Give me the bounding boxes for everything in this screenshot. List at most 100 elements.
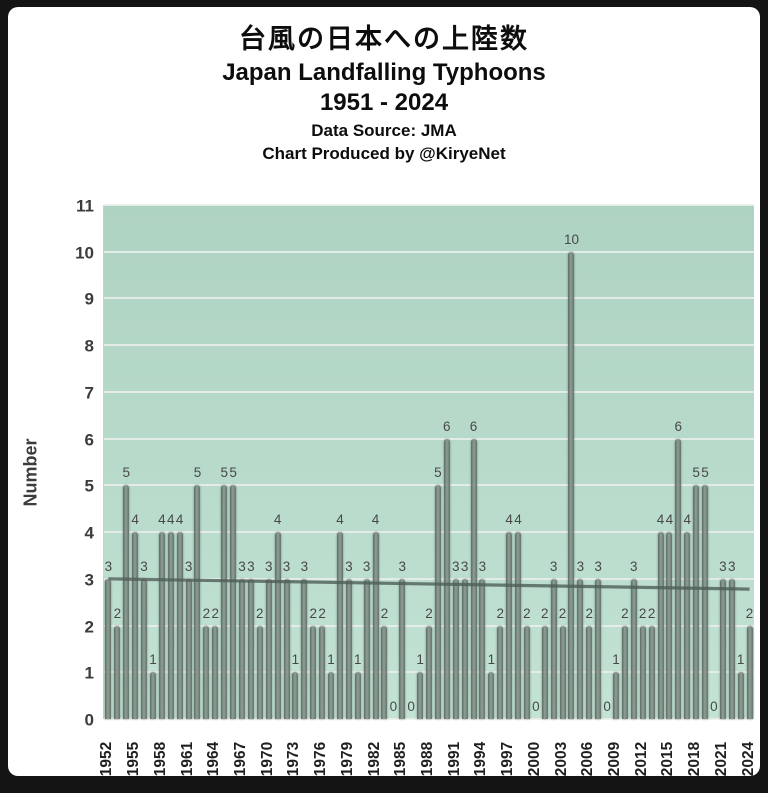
bar-2004 xyxy=(568,251,575,719)
bar-1980 xyxy=(354,672,361,719)
x-axis-tick-labels: 1952 1955 1958 1961 1964 1967 1970 1973 1976 1979… xyxy=(98,723,756,793)
bar-1983 xyxy=(381,625,388,719)
x-tick-label-2024: 2024 xyxy=(739,741,757,777)
bar-1993 xyxy=(470,438,477,719)
bar-2009 xyxy=(612,672,619,719)
bar-1981 xyxy=(363,578,370,719)
bar-value-label-2001: 2 xyxy=(540,605,549,621)
bar-1997 xyxy=(506,532,513,719)
trendline xyxy=(108,577,750,591)
x-tick-label-1997: 1997 xyxy=(499,741,517,777)
bar-value-label-1976: 2 xyxy=(318,605,326,621)
bar-value-label-1984: 0 xyxy=(389,699,398,714)
bar-1955 xyxy=(132,532,139,719)
chart-title-japanese: 台風の日本への上陸数 xyxy=(239,24,529,54)
bar-value-label-1958: 4 xyxy=(158,512,166,528)
gridline xyxy=(104,390,754,393)
x-tick-label-2003: 2003 xyxy=(552,741,570,777)
bar-1976 xyxy=(319,625,326,719)
bar-value-label-2012: 2 xyxy=(638,605,647,621)
bar-value-label-1997: 4 xyxy=(505,512,513,528)
bar-1960 xyxy=(176,532,183,719)
bar-value-label-1965: 5 xyxy=(220,465,228,481)
bar-value-label-1955: 4 xyxy=(131,512,139,528)
bar-value-label-1990: 6 xyxy=(443,418,451,434)
bar-1972 xyxy=(283,578,290,719)
bar-2012 xyxy=(639,625,646,719)
bar-value-label-1983: 2 xyxy=(380,605,389,621)
y-tick-label: 6 xyxy=(84,430,94,450)
bar-value-label-2004: 10 xyxy=(563,231,579,247)
x-tick-label-1973: 1973 xyxy=(285,741,303,777)
bar-1991 xyxy=(452,578,459,719)
bar-1990 xyxy=(443,438,450,719)
bar-value-label-2019: 5 xyxy=(701,465,709,481)
bar-value-label-1974: 3 xyxy=(300,558,309,574)
bar-1978 xyxy=(336,532,343,719)
y-tick-label: 9 xyxy=(84,289,94,309)
gridline xyxy=(104,250,754,253)
bar-1953 xyxy=(114,625,121,719)
bar-value-label-1993: 6 xyxy=(469,418,478,434)
x-tick-label-2021: 2021 xyxy=(712,741,730,777)
bar-value-label-2003: 2 xyxy=(558,605,567,621)
bar-1977 xyxy=(328,672,335,719)
bar-2002 xyxy=(550,578,557,719)
bar-value-label-2006: 2 xyxy=(585,605,594,621)
bar-value-label-2002: 3 xyxy=(549,558,558,574)
y-tick-label: 7 xyxy=(84,383,94,403)
bar-value-label-1952: 3 xyxy=(104,558,113,574)
bar-value-label-1992: 3 xyxy=(460,558,469,574)
bar-1952 xyxy=(105,578,112,719)
gridline xyxy=(104,531,754,534)
x-tick-label-1991: 1991 xyxy=(445,741,463,777)
chart-title-year-range: 1951 - 2024 xyxy=(319,88,449,116)
bar-value-label-1999: 2 xyxy=(523,605,531,621)
bar-1994 xyxy=(479,578,486,719)
bar-2001 xyxy=(541,625,548,719)
chart-title-english: Japan Landfalling Typhoons xyxy=(222,58,546,86)
bar-value-label-1998: 4 xyxy=(514,512,522,528)
bar-value-label-1953: 2 xyxy=(113,605,122,621)
bar-1957 xyxy=(149,672,156,719)
x-tick-label-2006: 2006 xyxy=(579,741,597,777)
bar-value-label-1987: 1 xyxy=(416,652,424,668)
bar-1954 xyxy=(123,485,130,719)
bar-value-label-1991: 3 xyxy=(451,558,460,574)
x-tick-label-1952: 1952 xyxy=(98,741,116,777)
bar-value-label-1959: 4 xyxy=(167,512,175,528)
bar-value-label-1970: 3 xyxy=(264,558,273,574)
bar-2019 xyxy=(702,485,709,719)
bar-value-label-1979: 3 xyxy=(345,558,353,574)
x-tick-label-1985: 1985 xyxy=(392,741,410,777)
credit-caption: Chart Produced by @KiryeNet xyxy=(262,143,506,163)
bar-value-label-1960: 4 xyxy=(175,512,184,528)
bar-value-label-1978: 4 xyxy=(336,512,344,528)
bar-2007 xyxy=(595,578,602,719)
bar-value-label-2007: 3 xyxy=(594,558,602,574)
bar-1995 xyxy=(488,672,495,719)
bar-2006 xyxy=(586,625,593,719)
bar-1974 xyxy=(301,578,308,719)
bar-value-label-1996: 2 xyxy=(496,605,504,621)
y-tick-label: 0 xyxy=(84,710,94,730)
gridline xyxy=(104,718,754,720)
chart-card: 台風の日本への上陸数 Japan Landfalling Typhoons 19… xyxy=(8,7,760,776)
bar-value-label-2010: 2 xyxy=(621,605,629,621)
bar-value-label-2014: 4 xyxy=(656,512,665,528)
bar-1992 xyxy=(461,578,468,719)
bar-1998 xyxy=(515,532,522,719)
bar-1967 xyxy=(239,578,245,719)
bar-2003 xyxy=(559,625,566,719)
x-tick-label-2009: 2009 xyxy=(605,741,623,777)
bar-1988 xyxy=(426,625,432,719)
bar-value-label-2000: 0 xyxy=(532,699,540,714)
bar-value-label-1969: 2 xyxy=(256,605,264,621)
bar-1985 xyxy=(399,578,406,719)
bar-2023 xyxy=(737,672,744,719)
bar-value-label-1988: 2 xyxy=(425,605,433,621)
bar-value-label-2020: 0 xyxy=(710,699,718,714)
x-tick-label-2012: 2012 xyxy=(632,741,650,777)
x-tick-label-1982: 1982 xyxy=(365,741,383,777)
